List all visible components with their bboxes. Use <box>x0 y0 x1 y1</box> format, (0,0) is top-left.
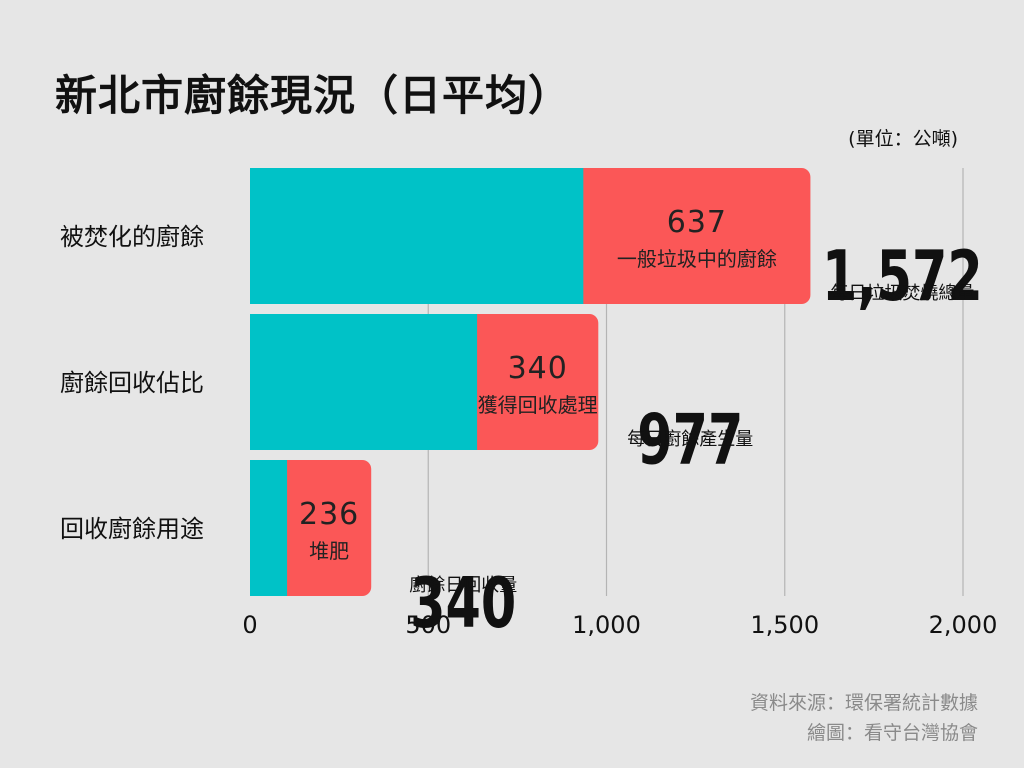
x-tick-label: 500 <box>405 611 451 639</box>
total-value-label: 340 <box>410 564 516 644</box>
x-tick-label: 2,000 <box>929 611 998 639</box>
bar-segment-highlight <box>571 168 811 304</box>
category-label: 被焚化的廚餘 <box>60 223 204 251</box>
credit-note: 繪圖：看守台灣協會 <box>806 722 978 744</box>
total-caption-label: 每日垃圾焚燒總量 <box>830 283 974 304</box>
bar-segment-base <box>250 460 288 596</box>
segment-caption-label: 獲得回收處理 <box>478 393 598 417</box>
segment-value-label: 236 <box>299 497 359 532</box>
segment-caption-label: 堆肥 <box>309 539 349 563</box>
x-tick-label: 0 <box>242 611 257 639</box>
total-caption-label: 廚餘日回收量 <box>409 574 517 596</box>
bar-segment-highlight <box>465 314 599 450</box>
total-value-label: 977 <box>637 401 743 481</box>
bar-segment-highlight <box>275 460 372 596</box>
source-note: 資料來源：環保署統計數據 <box>749 692 978 714</box>
chart-title: 新北市廚餘現況（日平均） <box>55 71 572 120</box>
x-tick-label: 1,500 <box>750 611 819 639</box>
segment-value-label: 340 <box>508 351 568 386</box>
category-label: 廚餘回收佔比 <box>60 369 204 397</box>
x-tick-label: 1,000 <box>572 611 641 639</box>
segment-value-label: 637 <box>667 205 727 240</box>
total-value-label: 1,572 <box>822 237 983 317</box>
segment-caption-label: 一般垃圾中的廚餘 <box>617 247 777 271</box>
total-caption-label: 每日廚餘產生量 <box>627 428 753 450</box>
bar-segment-base <box>250 314 478 450</box>
category-label: 回收廚餘用途 <box>60 515 204 543</box>
bar-segment-base <box>250 168 584 304</box>
unit-label: (單位：公噸) <box>848 128 958 150</box>
